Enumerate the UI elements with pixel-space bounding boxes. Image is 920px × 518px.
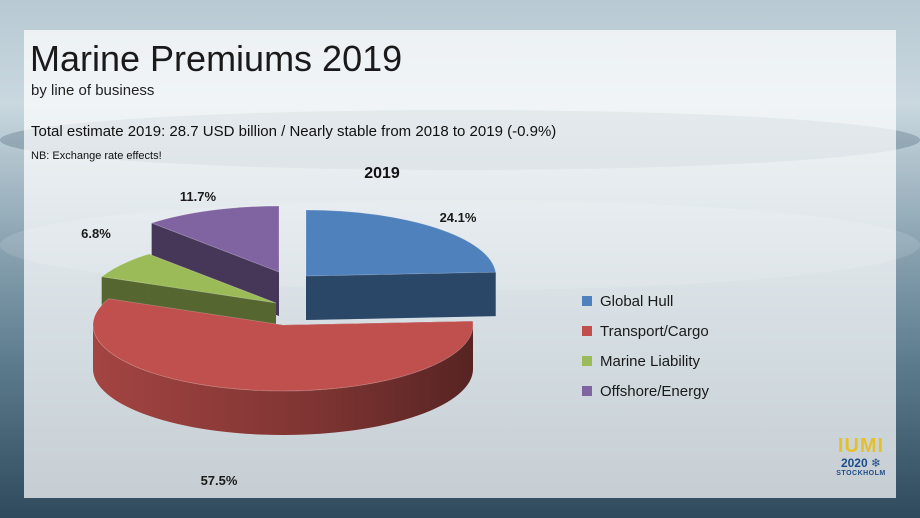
slice-outer-shade xyxy=(93,325,473,435)
exchange-rate-note: NB: Exchange rate effects! xyxy=(31,150,162,162)
legend-item: Global Hull xyxy=(582,286,709,316)
pie-slice-transport-cargo xyxy=(92,298,474,435)
legend-item: Offshore/Energy xyxy=(582,376,709,406)
snowflake-icon: ❄ xyxy=(870,456,882,470)
legend-item: Marine Liability xyxy=(582,346,709,376)
slice-top xyxy=(305,209,497,277)
slice-wall-shade xyxy=(306,272,496,320)
logo-city: STOCKHOLM xyxy=(836,470,886,477)
iumi-logo: IUMI 2020 ❄ STOCKHOLM xyxy=(834,436,888,477)
slide-title: Marine Premiums 2019 xyxy=(30,38,403,79)
slice-top xyxy=(92,298,474,392)
legend-label: Offshore/Energy xyxy=(600,382,709,400)
legend-label: Marine Liability xyxy=(600,352,701,370)
legend-item: Transport/Cargo xyxy=(582,316,709,346)
data-label: 6.8% xyxy=(81,226,111,241)
data-label: 24.1% xyxy=(440,210,477,225)
logo-wordmark: IUMI xyxy=(837,435,885,457)
data-label: 57.5% xyxy=(201,473,238,488)
slide-subtitle: by line of business xyxy=(31,82,155,99)
legend-swatch xyxy=(582,296,592,306)
pie-slice-global-hull xyxy=(305,209,497,320)
data-label: 11.7% xyxy=(180,189,217,204)
legend-swatch xyxy=(582,326,592,336)
legend-label: Transport/Cargo xyxy=(600,322,709,340)
legend-label: Global Hull xyxy=(600,292,674,310)
legend-swatch xyxy=(582,356,592,366)
slice-top xyxy=(150,205,280,273)
chart-title: 2019 xyxy=(364,165,400,182)
logo-year-row: 2020 ❄ xyxy=(834,456,888,470)
chart-legend: Global Hull Transport/Cargo Marine Liabi… xyxy=(582,286,709,406)
slice-top xyxy=(100,253,277,304)
logo-year: 2020 xyxy=(840,456,868,470)
slice-wall xyxy=(306,272,496,320)
legend-swatch xyxy=(582,386,592,396)
total-estimate-text: Total estimate 2019: 28.7 USD billion / … xyxy=(31,123,557,140)
